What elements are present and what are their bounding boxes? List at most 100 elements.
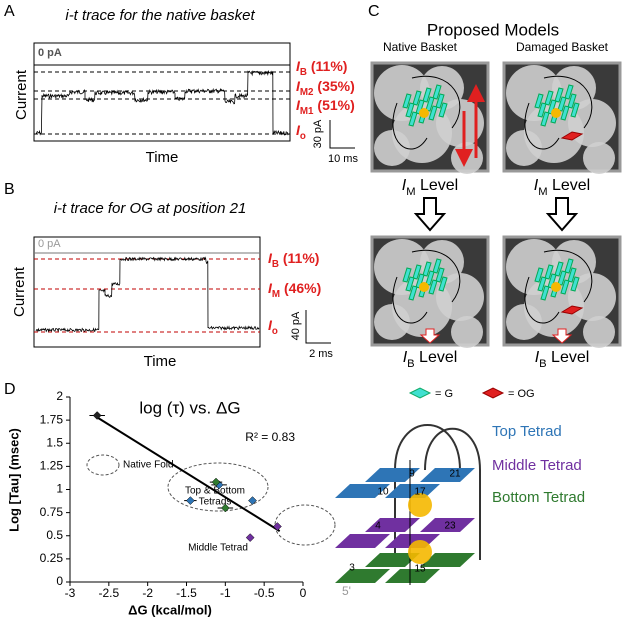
scale-label: 10 ms (328, 153, 358, 165)
label-text: (11%) (307, 58, 347, 74)
guanine (408, 111, 418, 127)
guanine (567, 267, 577, 283)
guanine (432, 258, 442, 274)
guanine-plate (420, 468, 475, 482)
guanine (438, 276, 448, 292)
guanine (557, 270, 567, 286)
x-axis-label: ΔG (kcal/mol) (128, 602, 212, 617)
guanine (564, 84, 574, 100)
panel-letter: B (4, 181, 15, 198)
fit-line (96, 416, 281, 532)
guanine (554, 261, 564, 277)
label-text: (35%) (314, 78, 355, 94)
strand (392, 102, 428, 150)
level-label: IB Level (403, 349, 458, 370)
y-label: Current (11, 266, 28, 317)
position-label: 15 (414, 564, 426, 575)
strand-end: 5' (342, 584, 351, 598)
y-tick-label: 1.25 (40, 459, 64, 473)
exit-arrow (551, 328, 573, 344)
scale-label: 40 pA (290, 311, 302, 340)
surface-blob (374, 130, 410, 166)
surface-blob (451, 316, 483, 348)
subscript: o (300, 131, 306, 142)
position-label: 10 (377, 487, 389, 498)
trace-frame (33, 42, 291, 142)
strand (524, 276, 560, 324)
surface-blob (374, 304, 410, 340)
y-tick-label: 0.5 (46, 528, 63, 542)
data-point (248, 496, 257, 505)
guanine (428, 279, 438, 295)
y-tick-label: 0.75 (40, 505, 64, 519)
guanine (408, 285, 418, 301)
label-text: Level (415, 349, 458, 366)
guanine (570, 276, 580, 292)
x-tick-label: -2 (142, 586, 153, 600)
ion (419, 108, 429, 118)
panel-letter: C (368, 3, 380, 20)
data-point (245, 533, 255, 542)
strand (524, 102, 560, 150)
guanine-plate (365, 553, 420, 567)
subscript: M2 (300, 87, 314, 98)
label-text: (51%) (314, 97, 355, 113)
guanine (537, 276, 547, 292)
legend-swatch (408, 387, 432, 399)
current-trace (35, 69, 289, 136)
position-label: 23 (444, 521, 456, 532)
y-tick-label: 1.5 (46, 435, 63, 449)
guanine (432, 84, 442, 100)
level-label: Io (296, 122, 306, 142)
legend-label: = OG (508, 388, 535, 400)
data-point (273, 522, 282, 531)
surface-blob (583, 316, 615, 348)
ion (408, 540, 432, 564)
guanine (422, 261, 432, 277)
level-label: IM2 (35%) (296, 78, 355, 98)
zero-label: 0 pA (38, 238, 61, 250)
data-point (211, 477, 221, 487)
level-label: IB Level (535, 349, 590, 370)
surface-blob (583, 142, 615, 174)
symbol: I (296, 97, 301, 113)
y-tick-label: 0.25 (40, 551, 64, 565)
subscript: o (272, 326, 278, 337)
strand (411, 249, 461, 303)
level-label: IM Level (534, 177, 590, 198)
y-tick-label: 2 (56, 389, 63, 403)
guanine (547, 273, 557, 289)
x-tick-label: -1 (220, 586, 231, 600)
y-axis-label: Log [Tau] (msec) (6, 428, 21, 532)
guanine (422, 87, 432, 103)
legend-label: = G (435, 388, 453, 400)
subscript: M (272, 289, 280, 300)
label-text: (11%) (279, 250, 319, 266)
guanine (435, 93, 445, 109)
tetrad-label: Top Tetrad (492, 423, 562, 440)
level-label: IM1 (51%) (296, 97, 355, 117)
guanine (425, 270, 435, 286)
x-tick-label: -3 (65, 586, 76, 600)
current-trace (35, 256, 260, 333)
scale-label: 2 ms (309, 348, 333, 360)
guanine (405, 276, 415, 292)
panel-letter: A (4, 3, 15, 20)
column-label: Damaged Basket (516, 40, 609, 54)
guanine (540, 111, 550, 127)
guanine (438, 102, 448, 118)
exit-arrow (419, 328, 441, 344)
subscript: M (538, 186, 547, 198)
cluster-outline (86, 454, 120, 476)
scale-bar (305, 310, 331, 344)
strand (411, 75, 461, 129)
panel-title: i-t trace for the native basket (65, 7, 255, 24)
symbol: I (268, 317, 273, 333)
legend-swatch (481, 387, 505, 399)
symbol: I (268, 280, 273, 296)
cluster-outline (167, 462, 269, 512)
guanine (415, 99, 425, 115)
guanine (534, 93, 544, 109)
guanine (435, 267, 445, 283)
subscript: B (539, 358, 546, 370)
